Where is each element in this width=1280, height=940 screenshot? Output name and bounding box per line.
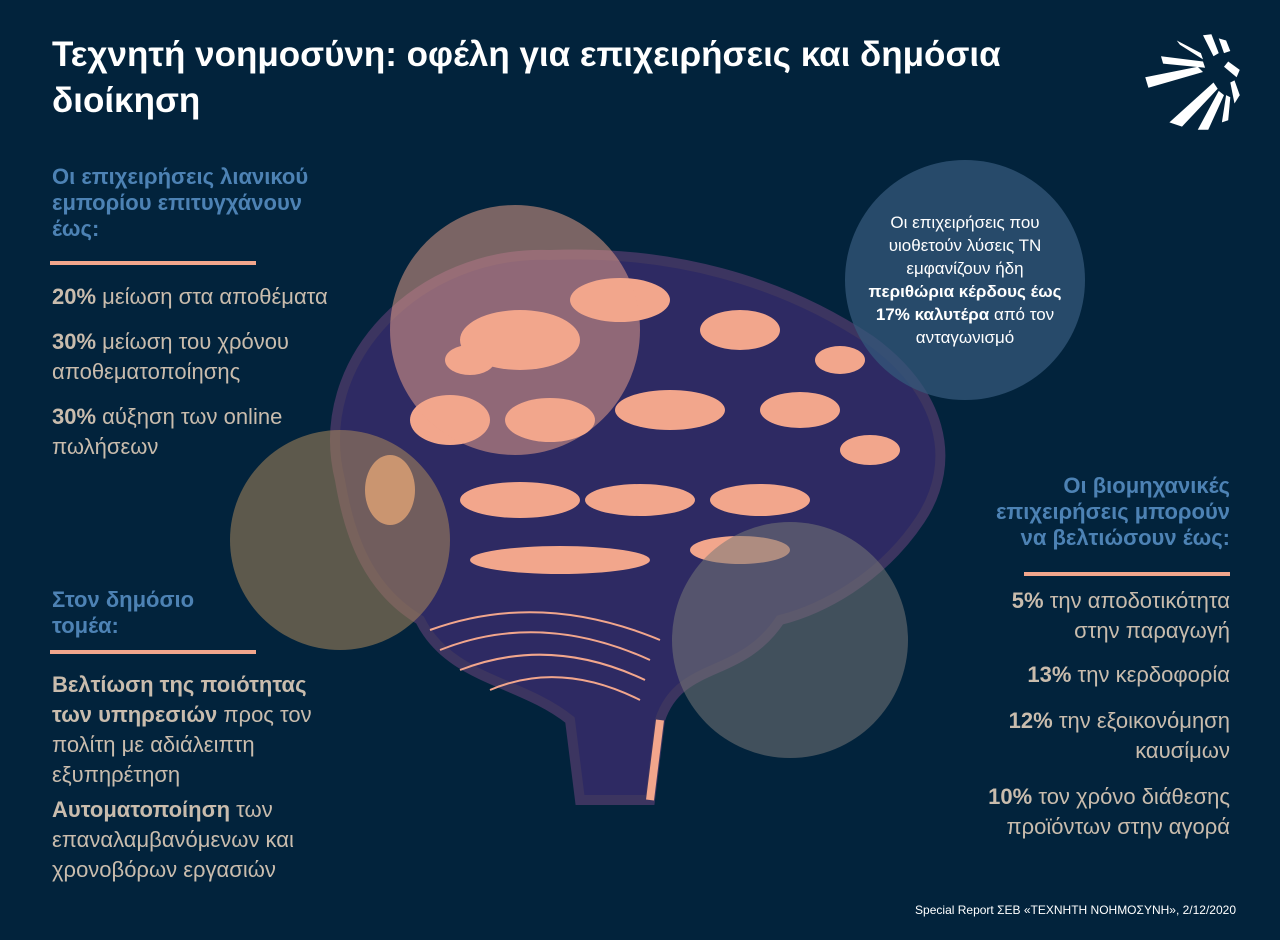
source-note: Special Report ΣΕΒ «ΤΕΧΝΗΤΗ ΝΟΗΜΟΣΥΝΗ», … — [915, 903, 1236, 917]
profit-margin-bubble: Οι επιχειρήσεις που υιοθετούν λύσεις ΤΝ … — [845, 160, 1085, 400]
brain-illustration — [230, 205, 946, 805]
industry-item: 13% την κερδοφορία — [1027, 662, 1230, 687]
public-item: Βελτίωση της ποιότητας των υπηρεσιών προ… — [52, 672, 312, 787]
highlight-circle-industry — [672, 522, 908, 758]
industry-item: 10% τον χρόνο διάθεσης προϊόντων στην αγ… — [988, 784, 1230, 839]
retail-item: 20% μείωση στα αποθέματα — [52, 284, 328, 309]
industry-divider — [1024, 572, 1230, 576]
highlight-circle-public — [230, 430, 450, 650]
industry-item: 5% την αποδοτικότητα στην παραγωγή — [1011, 588, 1230, 643]
highlight-circle-retail — [390, 205, 640, 455]
industry-heading: Οι βιομηχανικές επιχειρήσεις μπορούν να … — [995, 473, 1230, 550]
page-title: Τεχνητή νοημοσύνη: οφέλη για επιχειρήσει… — [52, 35, 1001, 120]
retail-heading: Οι επιχειρήσεις λιανικού εμπορίου επιτυγ… — [52, 164, 309, 241]
bubble-text: Οι επιχειρήσεις που υιοθετούν λύσεις ΤΝ … — [888, 213, 1042, 278]
bubble-highlight: περιθώρια κέρδους έως 17% καλυτέρα — [868, 282, 1062, 324]
public-heading: Στον δημόσιο τομέα: — [52, 587, 195, 638]
public-divider — [50, 650, 256, 654]
industry-item: 12% την εξοικονόμηση καυσίμων — [1008, 708, 1230, 763]
public-item: Αυτοματοποίηση των επαναλαμβανόμενων και… — [52, 797, 294, 882]
retail-item: 30% αύξηση των online πωλήσεων — [52, 404, 283, 459]
bubble-text-end: από τον ανταγωνισμό — [915, 305, 1055, 347]
retail-divider — [50, 261, 256, 265]
seb-logo-icon — [1145, 34, 1240, 130]
retail-item: 30% μείωση του χρόνου αποθεματοποίησης — [52, 329, 289, 384]
